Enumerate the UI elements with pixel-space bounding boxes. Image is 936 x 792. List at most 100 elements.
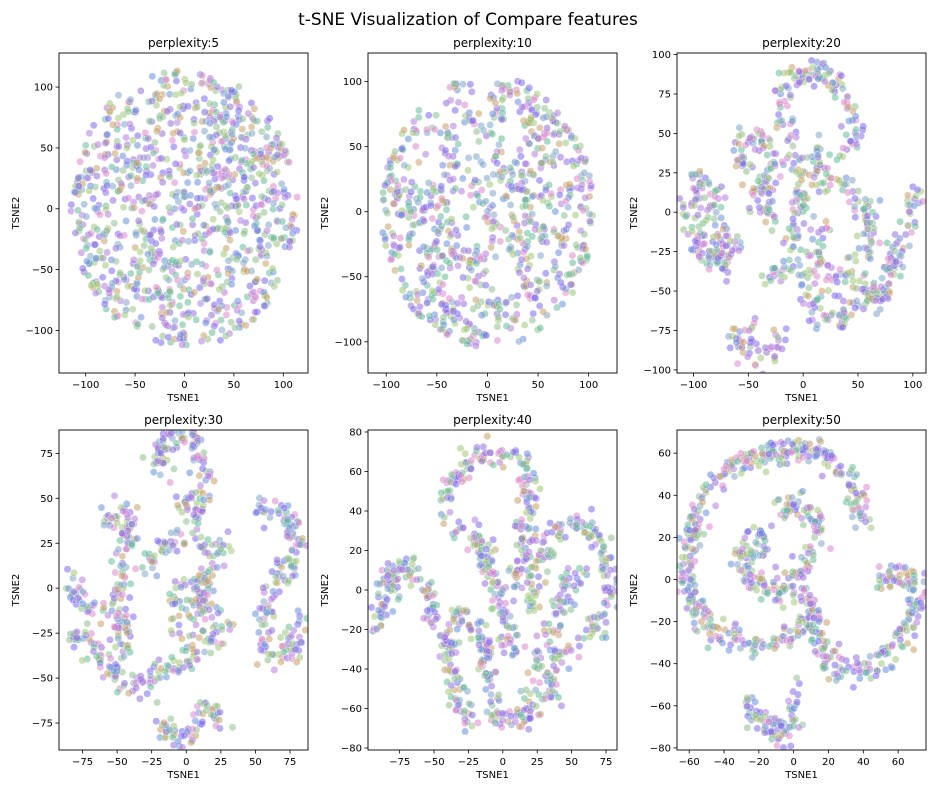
scatter-point (171, 577, 180, 586)
scatter-point (439, 313, 448, 322)
scatter-point (754, 346, 763, 355)
x-axis-label: TSNE1 (784, 393, 818, 404)
scatter-point (738, 152, 746, 161)
scatter-point (531, 686, 540, 694)
x-tick-label: 0 (484, 380, 490, 391)
scatter-point (496, 237, 505, 246)
scatter-point (117, 179, 126, 188)
y-tick-label: −25 (650, 247, 671, 258)
scatter-point (540, 104, 549, 113)
scatter-point (528, 232, 537, 241)
scatter-point (185, 200, 194, 208)
scatter-point (96, 619, 105, 628)
scatter-point (593, 624, 602, 633)
scatter-point (709, 233, 718, 241)
scatter-point (479, 126, 488, 135)
scatter-point (413, 290, 422, 299)
scatter-point (414, 158, 423, 167)
scatter-point (185, 632, 194, 640)
scatter-point (512, 301, 521, 309)
scatter-point (843, 92, 852, 101)
scatter-point (148, 72, 157, 81)
scatter-point (221, 165, 230, 174)
scatter-point (815, 131, 823, 139)
scatter-point (98, 273, 107, 282)
scatter-point (581, 193, 590, 202)
scatter-point (489, 567, 497, 576)
scatter-point (249, 288, 258, 296)
scatter-point (253, 275, 261, 284)
y-tick-label: 60 (349, 467, 362, 478)
scatter-point (114, 634, 123, 643)
scatter-point (488, 109, 497, 118)
scatter-point (252, 508, 261, 517)
scatter-point (176, 129, 185, 137)
scatter-point (225, 156, 233, 165)
scatter-point (843, 188, 852, 197)
scatter-point (695, 252, 704, 261)
scatter-point (269, 587, 278, 596)
scatter-point (754, 177, 763, 185)
y-axis-label: TSNE2 (320, 197, 331, 231)
scatter-point (606, 566, 615, 574)
scatter-point (375, 580, 384, 589)
scatter-point (270, 666, 279, 674)
scatter-point (175, 629, 184, 638)
scatter-point (477, 311, 486, 320)
axes-frame (58, 52, 309, 374)
scatter-point (871, 296, 880, 305)
scatter-point (895, 251, 904, 260)
scatter-point (418, 274, 427, 283)
scatter-point (580, 230, 589, 239)
scatter-point (535, 176, 544, 185)
scatter-point (125, 593, 134, 602)
scatter-point (807, 56, 816, 65)
scatter-point (204, 273, 212, 282)
scatter-point (119, 166, 127, 175)
scatter-point (695, 222, 703, 231)
scatter-point (513, 541, 521, 549)
scatter-point (433, 245, 442, 254)
scatter-point (209, 155, 217, 164)
scatter-point (770, 264, 779, 273)
scatter-point (457, 293, 466, 302)
scatter-point (541, 269, 550, 278)
scatter-point (486, 448, 495, 457)
scatter-point (158, 303, 167, 312)
scatter-point (536, 251, 545, 260)
y-tick-label: −50 (32, 674, 53, 685)
scatter-point (414, 309, 423, 318)
scatter-point (545, 620, 553, 628)
scatter-point (797, 514, 806, 523)
scatter-point (84, 174, 92, 182)
scatter-point (568, 258, 577, 267)
scatter-point (788, 117, 797, 126)
scatter-point (141, 549, 149, 558)
scatter-point (143, 689, 152, 698)
scatter-point (203, 577, 212, 585)
scatter-point (765, 450, 773, 458)
scatter-point (511, 522, 520, 530)
scatter-point (398, 565, 407, 574)
x-tick-label: 100 (274, 380, 293, 391)
scatter-point (198, 201, 206, 210)
scatter-point (219, 89, 228, 98)
scatter-point (694, 211, 702, 219)
scatter-point (572, 143, 580, 152)
scatter-point (789, 159, 798, 168)
scatter-point (532, 656, 541, 665)
scatter-point (770, 352, 779, 361)
scatter-point (488, 579, 497, 587)
scatter-point (268, 264, 277, 273)
scatter-point (501, 310, 510, 319)
scatter-point (71, 229, 80, 237)
y-tick-label: −100 (26, 326, 53, 337)
scatter-point (264, 650, 273, 658)
scatter-point (93, 172, 101, 180)
scatter-point (178, 743, 187, 750)
scatter-point (450, 675, 459, 683)
scatter-points (677, 435, 926, 750)
scatter-point (213, 266, 221, 274)
scatter-point (483, 174, 491, 183)
